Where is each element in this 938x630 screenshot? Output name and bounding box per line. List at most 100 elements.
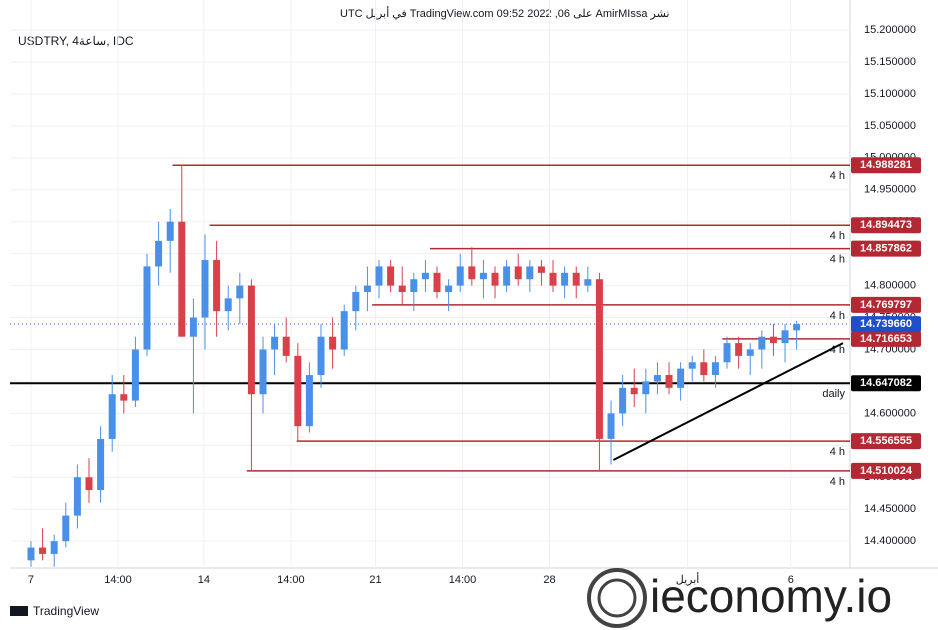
candle-body [271,336,279,350]
candle-body [155,240,163,267]
candle-body [166,221,174,241]
candle-body [224,298,232,312]
candle-body [503,266,511,286]
y-tick-label: 14.800000 [864,280,916,292]
trendline [612,342,844,461]
y-tick-label: 14.600000 [864,407,916,419]
price-label-box [851,462,921,479]
candle-body [85,477,93,491]
candle-body [340,311,348,350]
y-tick-label: 14.400000 [864,535,916,547]
y-tick-label: 14.950000 [864,184,916,196]
price-label: 14.510024 [860,465,913,477]
candle-body [294,355,302,427]
candle-body [793,324,801,331]
candle-body [514,266,522,280]
candle-body [363,285,371,292]
watermark-logo [587,568,647,628]
candle-body [642,381,650,395]
candle-body [189,317,197,337]
price-label-box [851,217,921,234]
candle-body [62,515,70,542]
candle-body [201,260,209,318]
candle-body [758,336,766,350]
candle-body [39,547,47,554]
candle-body [108,394,116,439]
candle-body [375,266,383,286]
price-label: 14.857862 [860,243,912,255]
candle-body [131,349,139,401]
price-label-box [851,240,921,257]
candle-body [665,375,673,388]
x-tick-label: 21 [369,574,381,586]
level-note: 4 h [830,254,845,266]
x-tick-label: 14 [198,574,210,586]
candle-body [700,362,708,376]
price-label: 14.716653 [860,333,912,345]
candle-body [445,285,453,292]
price-label-box [851,296,921,313]
candle-body [537,266,545,273]
candle-body [305,375,313,427]
watermark: ieconomy.io [650,570,892,622]
candle-body [433,272,441,292]
candle-body [781,330,789,344]
price-label: 14.769797 [860,299,912,311]
candle-body [688,362,696,369]
x-tick-label: 14:00 [277,574,305,586]
candle-body [247,285,255,395]
price-label: 14.894473 [860,219,912,231]
y-tick-label: 15.200000 [864,24,916,36]
candle-body [236,285,244,299]
price-label-box [851,316,921,333]
candle-body [456,266,464,286]
candle-body [143,266,151,350]
candle-body [723,343,731,363]
footer: TradingView [33,604,99,618]
candle-body [526,266,534,280]
x-tick-label: 6 [788,574,794,586]
candle-body [607,413,615,439]
candle-body [479,272,487,280]
level-note: 4 h [830,310,845,322]
x-tick-label: أبريل [676,572,700,586]
candle-body [387,266,395,286]
level-note: 4 h [830,230,845,242]
candle-body [746,349,754,356]
y-tick-label: 15.100000 [864,88,916,100]
candle-body [572,272,580,286]
candle-body [97,438,105,491]
candle-body [352,291,360,312]
x-tick-label: 14:00 [449,574,477,586]
level-note: 4 h [830,446,845,458]
candle-body [410,279,418,292]
candle-body [711,362,719,376]
x-tick-label: 28 [543,574,555,586]
candle-body [398,285,406,292]
price-label: 14.988281 [860,159,912,171]
candle-body [549,272,557,286]
price-label: 14.556555 [860,435,912,447]
header: نشر AmirMIssa على TradingView.com 09:52 … [340,6,669,20]
candle-body [259,349,267,395]
candle-body [329,336,337,350]
symbol: USDTRY, 4ساعة, IDC [18,34,134,48]
level-note: 4 h [830,344,845,356]
price-label-box [851,375,921,392]
price-label: 14.647082 [860,377,912,389]
candle-body [735,343,743,356]
y-tick-label: 14.450000 [864,503,916,515]
candle-body [73,477,81,516]
tv-logo [10,606,28,616]
price-label-box [851,330,921,347]
price-label-box [851,433,921,450]
candle-body [27,547,35,561]
candle-body [619,387,627,414]
level-note: 4 h [830,170,845,182]
candle-body [584,279,592,286]
price-label-box [851,157,921,174]
candle-body [317,336,325,376]
candle-body [595,279,603,439]
